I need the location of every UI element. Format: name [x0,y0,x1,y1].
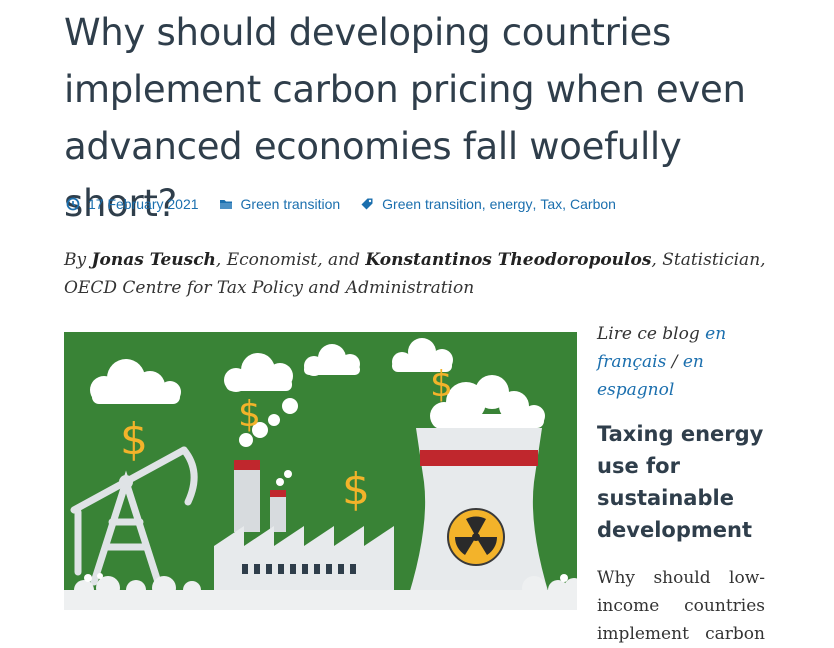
spanish-version-link[interactable]: en espagnol [597,352,704,400]
cloud-icon [224,353,293,392]
tag-icon [361,198,373,210]
page-title: Why should developing countries implemen… [64,11,746,225]
tag-link-carbon[interactable]: Carbon [570,196,616,212]
cloud-icon [430,375,545,430]
sidebar-text: Why should low-income countries implemen… [597,568,765,644]
clock-icon [66,197,80,211]
translation-links: Lire ce blog en français / en espagnol [597,324,727,400]
sidebar: Lire ce blog en français / en espagnol T… [597,320,765,648]
folder-icon [219,200,232,209]
dollar-icon: $ [342,464,370,515]
cloud-icon [304,344,360,376]
post-date-link[interactable]: 17 February 2021 [88,196,199,212]
author-name: Jonas Teusch [91,250,216,270]
sidebar-title: Taxing energy use for sustainable develo… [597,422,764,542]
radiation-icon [454,516,498,555]
post-meta: 17 February 2021 Green transition Green … [66,196,616,212]
category-link[interactable]: Green transition [240,196,341,212]
tag-link-green-transition[interactable]: Green transition [382,196,482,212]
dollar-icon: $ [120,414,148,465]
tag-link-tax[interactable]: Tax [540,196,563,212]
french-version-link[interactable]: en français [597,324,727,372]
nuclear-plant-icon [404,428,554,610]
tag-link-energy[interactable]: energy [489,196,533,212]
dollar-icon: $ [238,394,261,435]
cloud-icon [392,338,453,372]
factory-icon [214,460,394,610]
cloud-icon [90,359,181,404]
dollar-icon: $ [430,364,453,405]
carbon-pricing-illustration: $ $ $ $ [64,332,577,610]
byline: By Jonas Teusch, Economist, and Konstant… [64,250,766,298]
author-name: Konstantinos Theodoropoulos [365,250,652,270]
